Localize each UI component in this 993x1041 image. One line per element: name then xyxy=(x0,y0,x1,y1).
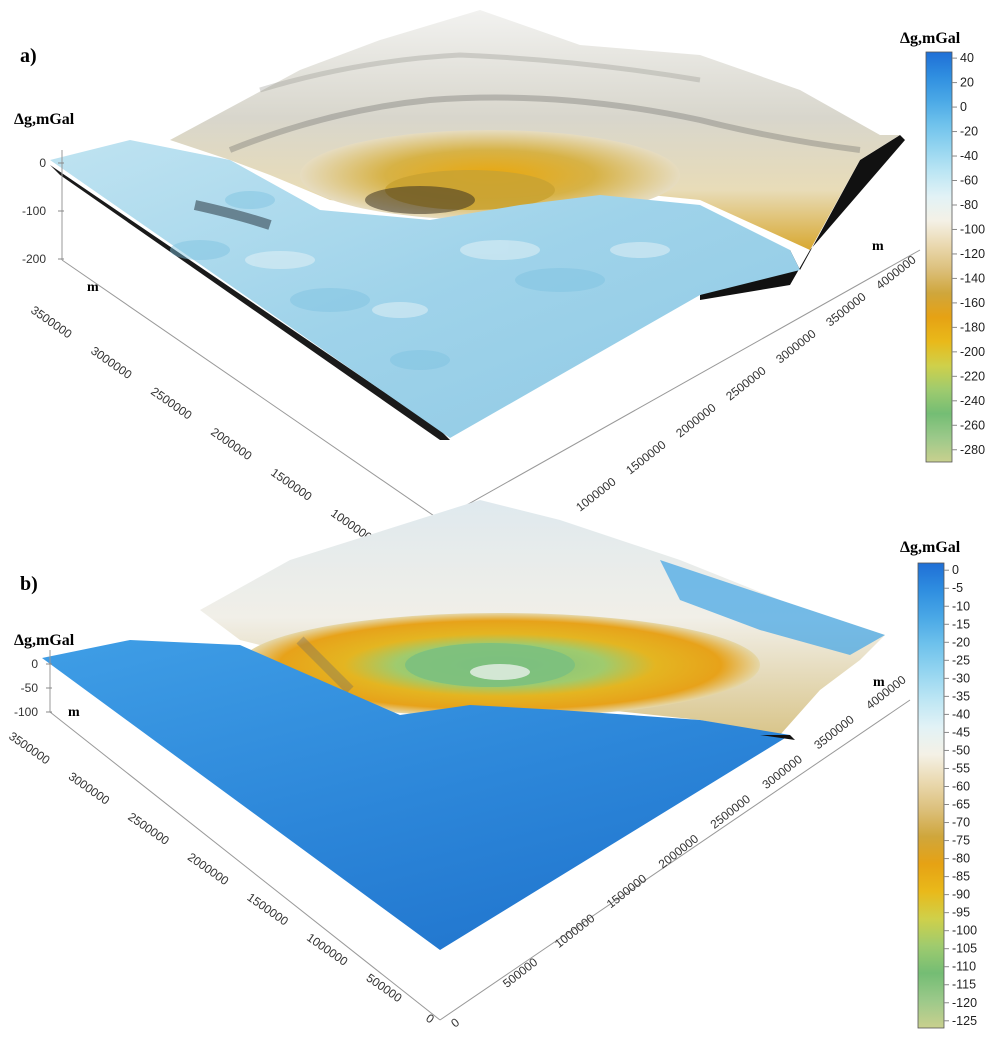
colorbar-tick-label: -70 xyxy=(952,816,970,830)
z-tick-label-b: -100 xyxy=(14,705,38,719)
colorbar-tick-label: -110 xyxy=(952,960,976,974)
colorbar-tick-label: -100 xyxy=(960,222,985,236)
z-tick-label-a: -200 xyxy=(22,252,46,266)
colorbar-tick-label: -45 xyxy=(952,725,970,739)
y-tick-label-b: 0 xyxy=(448,1015,462,1030)
z-tick-label-a: -100 xyxy=(22,204,46,218)
y-tick-label-a: 3500000 xyxy=(823,289,869,329)
x-tick-label-b: 2000000 xyxy=(185,850,232,888)
colorbar-tick-label: -95 xyxy=(952,906,970,920)
colorbar-tick-label: -160 xyxy=(960,296,985,310)
y-axis-unit-b: m xyxy=(873,675,885,690)
colorbar-tick-label: -125 xyxy=(952,1014,977,1028)
colorbar-tick-label: -260 xyxy=(960,418,985,432)
x-tick-label-a: 3500000 xyxy=(28,303,75,341)
colorbar-tick-label: -5 xyxy=(952,581,963,595)
colorbar-tick-label: -60 xyxy=(960,174,978,188)
colorbar-title-b: Δg,mGal xyxy=(900,539,961,556)
x-tick-label-a: 2500000 xyxy=(148,384,195,422)
y-tick-label-b: 2000000 xyxy=(656,831,702,871)
colorbar-tick-label: 20 xyxy=(960,76,974,90)
colorbar-tick-label: 0 xyxy=(960,100,967,114)
colorbar-tick-label: -35 xyxy=(952,689,970,703)
x-tick-label-b: 1000000 xyxy=(304,930,351,968)
colorbar-tick-label: -10 xyxy=(952,599,970,613)
y-tick-label-b: 500000 xyxy=(500,955,540,991)
colorbar-tick-label: -25 xyxy=(952,653,970,667)
y-tick-label-b: 4000000 xyxy=(863,672,909,712)
colorbar-tick-label: -75 xyxy=(952,834,970,848)
y-tick-label-a: 2500000 xyxy=(723,363,769,403)
x-tick-label-b: 0 xyxy=(423,1011,437,1026)
x-axis-unit-a: m xyxy=(87,280,99,295)
colorbar-tick-label: -220 xyxy=(960,369,985,383)
x-tick-label-a: 3000000 xyxy=(88,344,135,382)
colorbar-tick-label: -100 xyxy=(952,924,977,938)
panel-label-a: a) xyxy=(20,45,37,67)
colorbar-tick-label: 0 xyxy=(952,563,959,577)
colorbar-tick-label: -30 xyxy=(952,671,970,685)
colorbar-tick-label: -180 xyxy=(960,320,985,334)
y-tick-label-a: 2000000 xyxy=(673,400,719,440)
colorbar-tick-label: -40 xyxy=(952,707,970,721)
colorbar-tick-label: -140 xyxy=(960,271,985,285)
x-tick-label-b: 3500000 xyxy=(6,729,53,767)
colorbar-title-a: Δg,mGal xyxy=(900,30,961,47)
colorbar-tick-label: -200 xyxy=(960,345,985,359)
x-tick-label-a: 1500000 xyxy=(268,465,315,503)
colorbar-tick-label: -120 xyxy=(952,996,977,1010)
colorbar-tick-label: -20 xyxy=(960,125,978,139)
colorbar-tick-label: 40 xyxy=(960,51,974,65)
colorbar-tick-label: -80 xyxy=(952,852,970,866)
axes-b xyxy=(49,650,911,1021)
colorbar-tick-label: -20 xyxy=(952,635,970,649)
axes-a xyxy=(61,150,921,521)
z-tick-label-b: 0 xyxy=(31,657,38,671)
surface-a xyxy=(50,10,905,440)
z-axis-label-b: Δg,mGal xyxy=(14,632,75,649)
colorbar-tick-label: -50 xyxy=(952,743,970,757)
colorbar-tick-label: -60 xyxy=(952,779,970,793)
x-tick-label-b: 2500000 xyxy=(125,810,172,848)
y-tick-label-a: 1000000 xyxy=(573,474,619,514)
colorbar-tick-label: -105 xyxy=(952,942,977,956)
y-tick-label-b: 3500000 xyxy=(811,712,857,752)
z-axis-label-a: Δg,mGal xyxy=(14,111,75,128)
y-tick-label-b: 1500000 xyxy=(604,871,650,911)
colorbar-tick-label: -40 xyxy=(960,149,978,163)
colorbar-tick-label: -280 xyxy=(960,443,985,457)
colorbar-tick-label: -65 xyxy=(952,798,970,812)
y-tick-label-b: 1000000 xyxy=(552,911,598,951)
colorbar-tick-label: -55 xyxy=(952,761,970,775)
panel-label-b: b) xyxy=(20,573,38,595)
y-tick-label-a: 1500000 xyxy=(623,437,669,477)
z-tick-label-b: -50 xyxy=(21,681,39,695)
y-tick-label-b: 3000000 xyxy=(759,752,805,792)
x-tick-label-b: 1500000 xyxy=(245,890,292,928)
y-tick-label-a: 3000000 xyxy=(773,326,819,366)
colorbar-tick-label: -90 xyxy=(952,888,970,902)
colorbar-tick-label: -80 xyxy=(960,198,978,212)
colorbar-tick-label: -240 xyxy=(960,394,985,408)
colorbar-a xyxy=(925,51,953,463)
z-tick-label-a: 0 xyxy=(39,156,46,170)
colorbar-tick-label: -120 xyxy=(960,247,985,261)
colorbar-tick-label: -15 xyxy=(952,617,970,631)
colorbar-b xyxy=(917,562,945,1029)
colorbar-tick-label: -115 xyxy=(952,978,976,992)
x-tick-label-b: 3000000 xyxy=(66,769,113,807)
surface-b xyxy=(42,500,885,950)
colorbar-tick-label: -85 xyxy=(952,870,970,884)
x-tick-label-a: 2000000 xyxy=(208,425,255,463)
y-axis-unit-a: m xyxy=(872,239,884,254)
x-axis-unit-b: m xyxy=(68,705,80,720)
